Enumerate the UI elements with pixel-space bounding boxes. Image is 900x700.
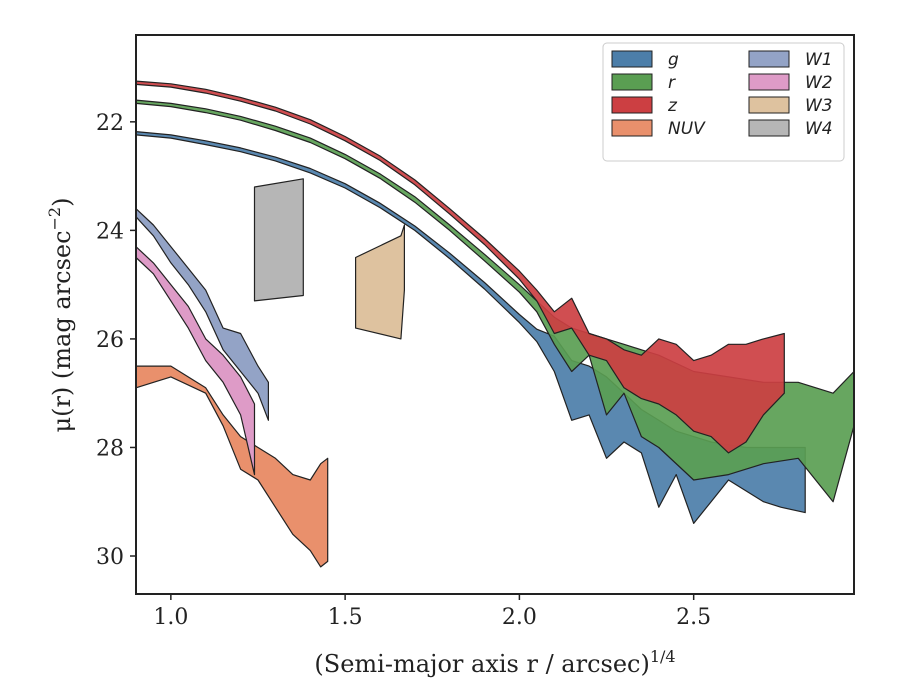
legend-swatch-z — [611, 96, 653, 114]
x-tick-label: 1.0 — [153, 605, 188, 630]
legend-label-z: z — [667, 96, 678, 116]
y-axis-label-close: ) — [48, 198, 76, 207]
y-axis-label: μ(r) (mag arcsec−2) — [45, 198, 76, 433]
legend-swatch-r — [611, 73, 653, 91]
band-w4 — [253, 178, 304, 302]
x-axis-label-superscript: 1/4 — [650, 647, 676, 666]
legend-swatch-g — [611, 50, 653, 68]
legend-label-w1: W1 — [805, 50, 833, 70]
x-axis-label: (Semi-major axis r / arcsec)1/4 — [314, 647, 675, 678]
y-axis-label-superscript: −2 — [45, 207, 64, 231]
x-axis-label-text: (Semi-major axis r / arcsec) — [314, 650, 649, 678]
legend-label-w4: W4 — [805, 119, 833, 139]
band-w3 — [355, 224, 405, 340]
y-tick-label: 26 — [96, 328, 124, 353]
y-tick-label: 30 — [96, 545, 124, 570]
legend-label-w2: W2 — [805, 73, 833, 93]
legend-swatch-w1 — [748, 50, 790, 68]
band-w1 — [135, 208, 269, 421]
y-tick-label: 24 — [96, 219, 124, 244]
legend-label-w3: W3 — [805, 96, 833, 116]
band-w2 — [135, 246, 256, 476]
x-axis-ticks: 1.0 1.5 2.0 2.5 — [153, 594, 711, 630]
legend-label-g: g — [668, 50, 679, 70]
legend-label-nuv: NUV — [668, 119, 706, 139]
x-tick-label: 1.5 — [328, 605, 363, 630]
legend-swatch-nuv — [611, 119, 653, 137]
band-nuv — [135, 365, 329, 568]
legend: grz NUV W1 W2 W3 W4 — [602, 42, 845, 162]
legend-swatch-w2 — [748, 73, 790, 91]
legend-label-r: r — [668, 73, 676, 93]
y-axis-label-text: μ(r) (mag arcsec — [48, 230, 76, 432]
y-tick-label: 22 — [96, 111, 124, 136]
legend-swatch-w4 — [748, 119, 790, 137]
plot-frame — [135, 34, 855, 595]
x-tick-label: 2.5 — [676, 605, 711, 630]
band-z — [135, 80, 785, 454]
y-axis-ticks: 22 24 26 28 30 — [96, 111, 136, 570]
legend-swatch-w3 — [748, 96, 790, 114]
y-tick-label: 28 — [96, 436, 124, 461]
x-tick-label: 2.0 — [502, 605, 537, 630]
